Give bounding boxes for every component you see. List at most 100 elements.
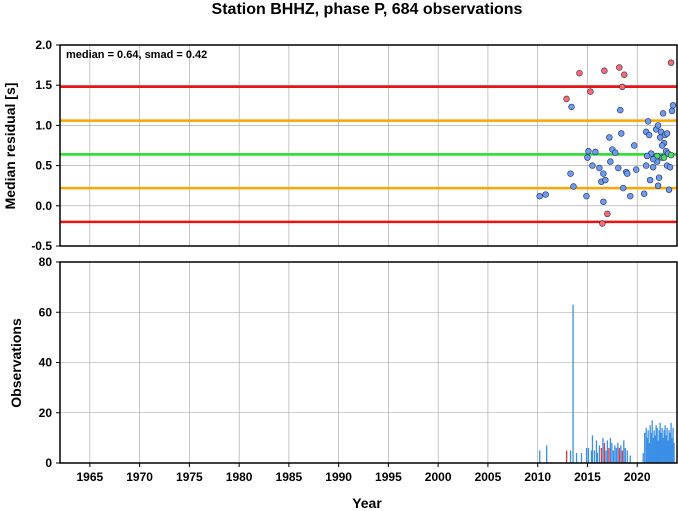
observation-bar bbox=[653, 430, 655, 463]
observation-bar bbox=[644, 432, 646, 463]
observation-bar bbox=[608, 447, 610, 463]
observation-bar bbox=[600, 447, 603, 463]
residual-point bbox=[618, 130, 625, 137]
residual-point bbox=[607, 158, 614, 165]
residual-point bbox=[570, 183, 577, 190]
residual-point bbox=[620, 184, 627, 192]
observation-bar bbox=[609, 437, 612, 463]
observation-bar bbox=[587, 447, 590, 463]
residual-point bbox=[563, 95, 570, 103]
observation-bar bbox=[654, 435, 656, 463]
observation-bar bbox=[585, 447, 588, 463]
observation-bar bbox=[617, 442, 619, 463]
residual-point bbox=[659, 110, 667, 117]
residual-point bbox=[667, 151, 675, 159]
observation-bar bbox=[590, 450, 593, 463]
observation-bar bbox=[661, 427, 663, 463]
year-tick-label: 1990 bbox=[325, 470, 352, 484]
observations-panel: 0 20 40 60 80 1965 1970 1975 1980 1985 1990 1995 20… bbox=[8, 255, 678, 511]
observation-bar bbox=[615, 447, 617, 463]
residual-point bbox=[601, 67, 608, 74]
observation-bar bbox=[669, 432, 671, 463]
observations-y-tick-label: 60 bbox=[39, 305, 53, 319]
residual-grid bbox=[60, 44, 677, 247]
year-tick-label: 1965 bbox=[77, 470, 104, 484]
observation-bar bbox=[621, 450, 623, 463]
residual-point bbox=[627, 192, 634, 200]
observation-bar bbox=[665, 435, 667, 463]
residual-point bbox=[600, 170, 607, 177]
residual-point bbox=[619, 83, 626, 91]
residual-point bbox=[645, 131, 653, 139]
observation-bar bbox=[602, 437, 604, 463]
residual-y-tick-label: 1.0 bbox=[35, 118, 52, 132]
residual-point bbox=[585, 147, 592, 155]
observations-y-ticks: 0 20 40 60 80 bbox=[39, 255, 60, 470]
observation-bar bbox=[620, 445, 622, 463]
residual-point bbox=[617, 106, 624, 114]
observation-bar bbox=[671, 437, 673, 463]
residual-point bbox=[576, 69, 583, 77]
observation-bar bbox=[596, 452, 599, 463]
observation-bar bbox=[658, 430, 660, 463]
year-tick-label: 1995 bbox=[375, 470, 402, 484]
observation-bar bbox=[670, 422, 672, 463]
observation-bar bbox=[648, 442, 650, 463]
observation-bar bbox=[649, 425, 651, 463]
residual-point bbox=[632, 166, 640, 173]
residual-y-tick-label: -0.5 bbox=[31, 239, 52, 253]
observation-bar bbox=[572, 304, 574, 463]
median-smad-annotation: median = 0.64, smad = 0.42 bbox=[66, 49, 207, 61]
observations-y-axis-label: Observations bbox=[8, 318, 24, 408]
observation-bar bbox=[655, 425, 657, 463]
observations-grid bbox=[60, 261, 677, 464]
residual-point bbox=[666, 164, 674, 171]
observation-bar bbox=[626, 450, 628, 463]
residual-y-tick-label: 1.5 bbox=[35, 78, 52, 92]
observation-bar bbox=[580, 452, 583, 463]
observation-bar bbox=[618, 447, 620, 463]
year-tick-label: 1985 bbox=[276, 470, 303, 484]
residual-point bbox=[584, 154, 591, 161]
residual-point bbox=[642, 162, 650, 169]
year-tick-label: 2015 bbox=[574, 470, 601, 484]
residual-points bbox=[536, 59, 677, 227]
residual-y-tick-label: 0.5 bbox=[35, 159, 52, 173]
x-axis-label: Year bbox=[352, 495, 382, 511]
observation-bars bbox=[539, 304, 675, 463]
observation-bar bbox=[664, 425, 666, 463]
year-x-ticks: 1965 1970 1975 1980 1985 1990 1995 2000 2005 2010… bbox=[77, 463, 651, 484]
residual-point bbox=[643, 152, 651, 160]
residual-point bbox=[667, 59, 675, 66]
residual-point bbox=[649, 164, 657, 171]
observation-bar bbox=[642, 452, 644, 463]
residual-y-axis-label: Median residual [s] bbox=[2, 83, 18, 210]
residual-point bbox=[624, 170, 631, 177]
observations-y-tick-label: 40 bbox=[39, 356, 53, 370]
observation-bar bbox=[611, 442, 613, 463]
observation-bar bbox=[647, 430, 649, 463]
residual-point bbox=[599, 220, 606, 227]
chart-title: Station BHHZ, phase P, 684 observations bbox=[212, 1, 523, 18]
residual-point bbox=[663, 130, 671, 137]
observation-bar bbox=[672, 427, 674, 463]
year-tick-label: 2005 bbox=[475, 470, 502, 484]
residual-point bbox=[668, 107, 676, 115]
residual-point bbox=[583, 192, 590, 200]
residual-point bbox=[602, 176, 609, 184]
residual-point bbox=[654, 182, 662, 189]
residual-point bbox=[621, 71, 628, 78]
observation-bar bbox=[591, 435, 594, 463]
observation-bar bbox=[668, 430, 670, 463]
observation-bar bbox=[623, 440, 625, 463]
reference-lines bbox=[60, 85, 677, 224]
residual-point bbox=[612, 149, 619, 156]
residual-point bbox=[604, 210, 611, 218]
observation-bar bbox=[546, 445, 548, 463]
observation-bar bbox=[650, 432, 652, 463]
observation-bar bbox=[657, 440, 659, 463]
observation-bar bbox=[673, 442, 675, 463]
residual-point bbox=[640, 190, 648, 197]
residual-point bbox=[655, 174, 663, 181]
